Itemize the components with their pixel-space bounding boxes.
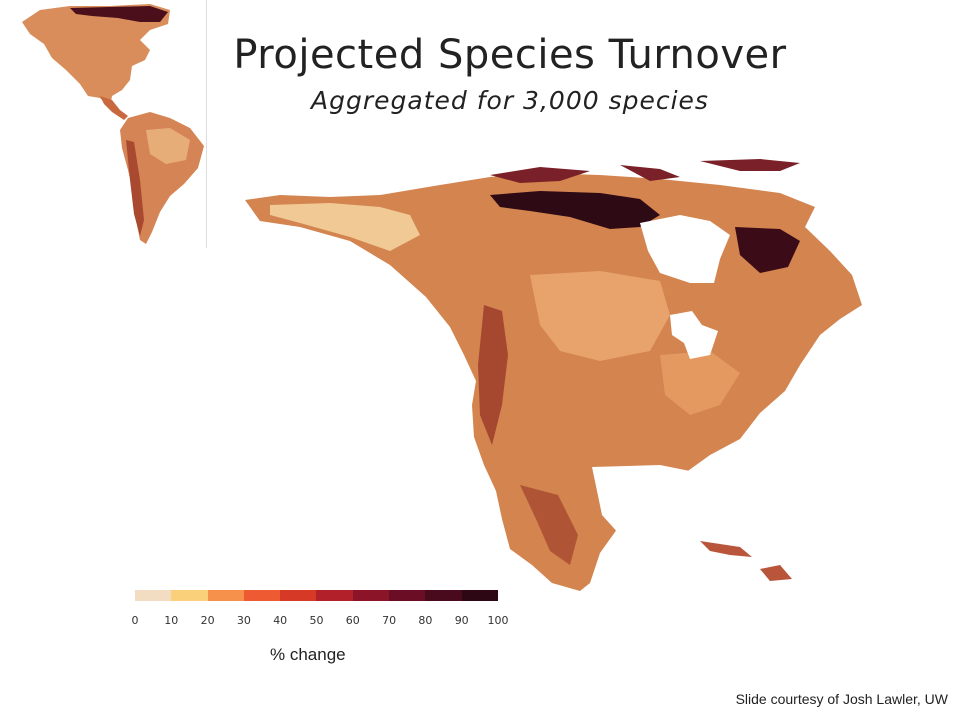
legend-swatch <box>461 590 498 601</box>
arctic-islands <box>490 159 800 183</box>
inset-arctic-band <box>70 6 168 22</box>
inset-andes <box>126 140 144 236</box>
hudson-bay <box>640 215 730 283</box>
slide-subtitle: Aggregated for 3,000 species <box>311 86 709 115</box>
great-plains-light <box>530 271 670 361</box>
legend-swatch <box>135 590 172 601</box>
legend-tick: 30 <box>236 614 251 627</box>
legend-tick: 100 <box>487 614 509 627</box>
caribbean-islands <box>700 541 792 581</box>
legend-tick-labels: 0 10 20 30 40 50 60 70 80 90 100 <box>131 614 515 628</box>
main-map-north-america <box>245 159 862 591</box>
legend-title: % change <box>270 645 346 664</box>
east-light <box>660 351 740 415</box>
legend-swatch <box>316 590 353 601</box>
rockies-dark <box>478 305 508 445</box>
inset-map-americas <box>22 0 207 248</box>
color-legend: 0 10 20 30 40 50 60 70 80 90 100 <box>131 588 515 632</box>
legend-tick: 10 <box>164 614 179 627</box>
mexico-dark <box>520 485 578 565</box>
great-lakes <box>670 311 718 359</box>
inset-central-america <box>100 96 128 120</box>
legend-swatch <box>171 590 208 601</box>
legend-tick: 90 <box>454 614 469 627</box>
legend-tick: 80 <box>418 614 433 627</box>
slide-title: Projected Species Turnover <box>233 32 787 78</box>
legend-swatch <box>207 590 244 601</box>
legend-swatch <box>389 590 426 601</box>
legend-tick: 0 <box>131 614 139 627</box>
legend-color-bar <box>135 590 498 601</box>
gulf-of-mexico <box>592 465 710 535</box>
legend-tick: 60 <box>345 614 360 627</box>
slide-credit: Slide courtesy of Josh Lawler, UW <box>735 691 948 707</box>
legend-swatch <box>425 590 462 601</box>
legend-swatch <box>243 590 281 601</box>
arctic-dark-band <box>490 191 660 229</box>
inset-border <box>206 0 207 248</box>
legend-tick: 40 <box>273 614 288 627</box>
legend-tick: 50 <box>309 614 324 627</box>
labrador-dark <box>735 227 800 273</box>
legend-tick: 70 <box>382 614 397 627</box>
legend-swatch <box>352 590 390 601</box>
inset-amazon-light <box>146 128 190 164</box>
legend-tick: 20 <box>200 614 215 627</box>
inset-north-america <box>22 4 170 108</box>
legend-swatch <box>280 590 317 601</box>
alaska-light <box>270 203 420 251</box>
